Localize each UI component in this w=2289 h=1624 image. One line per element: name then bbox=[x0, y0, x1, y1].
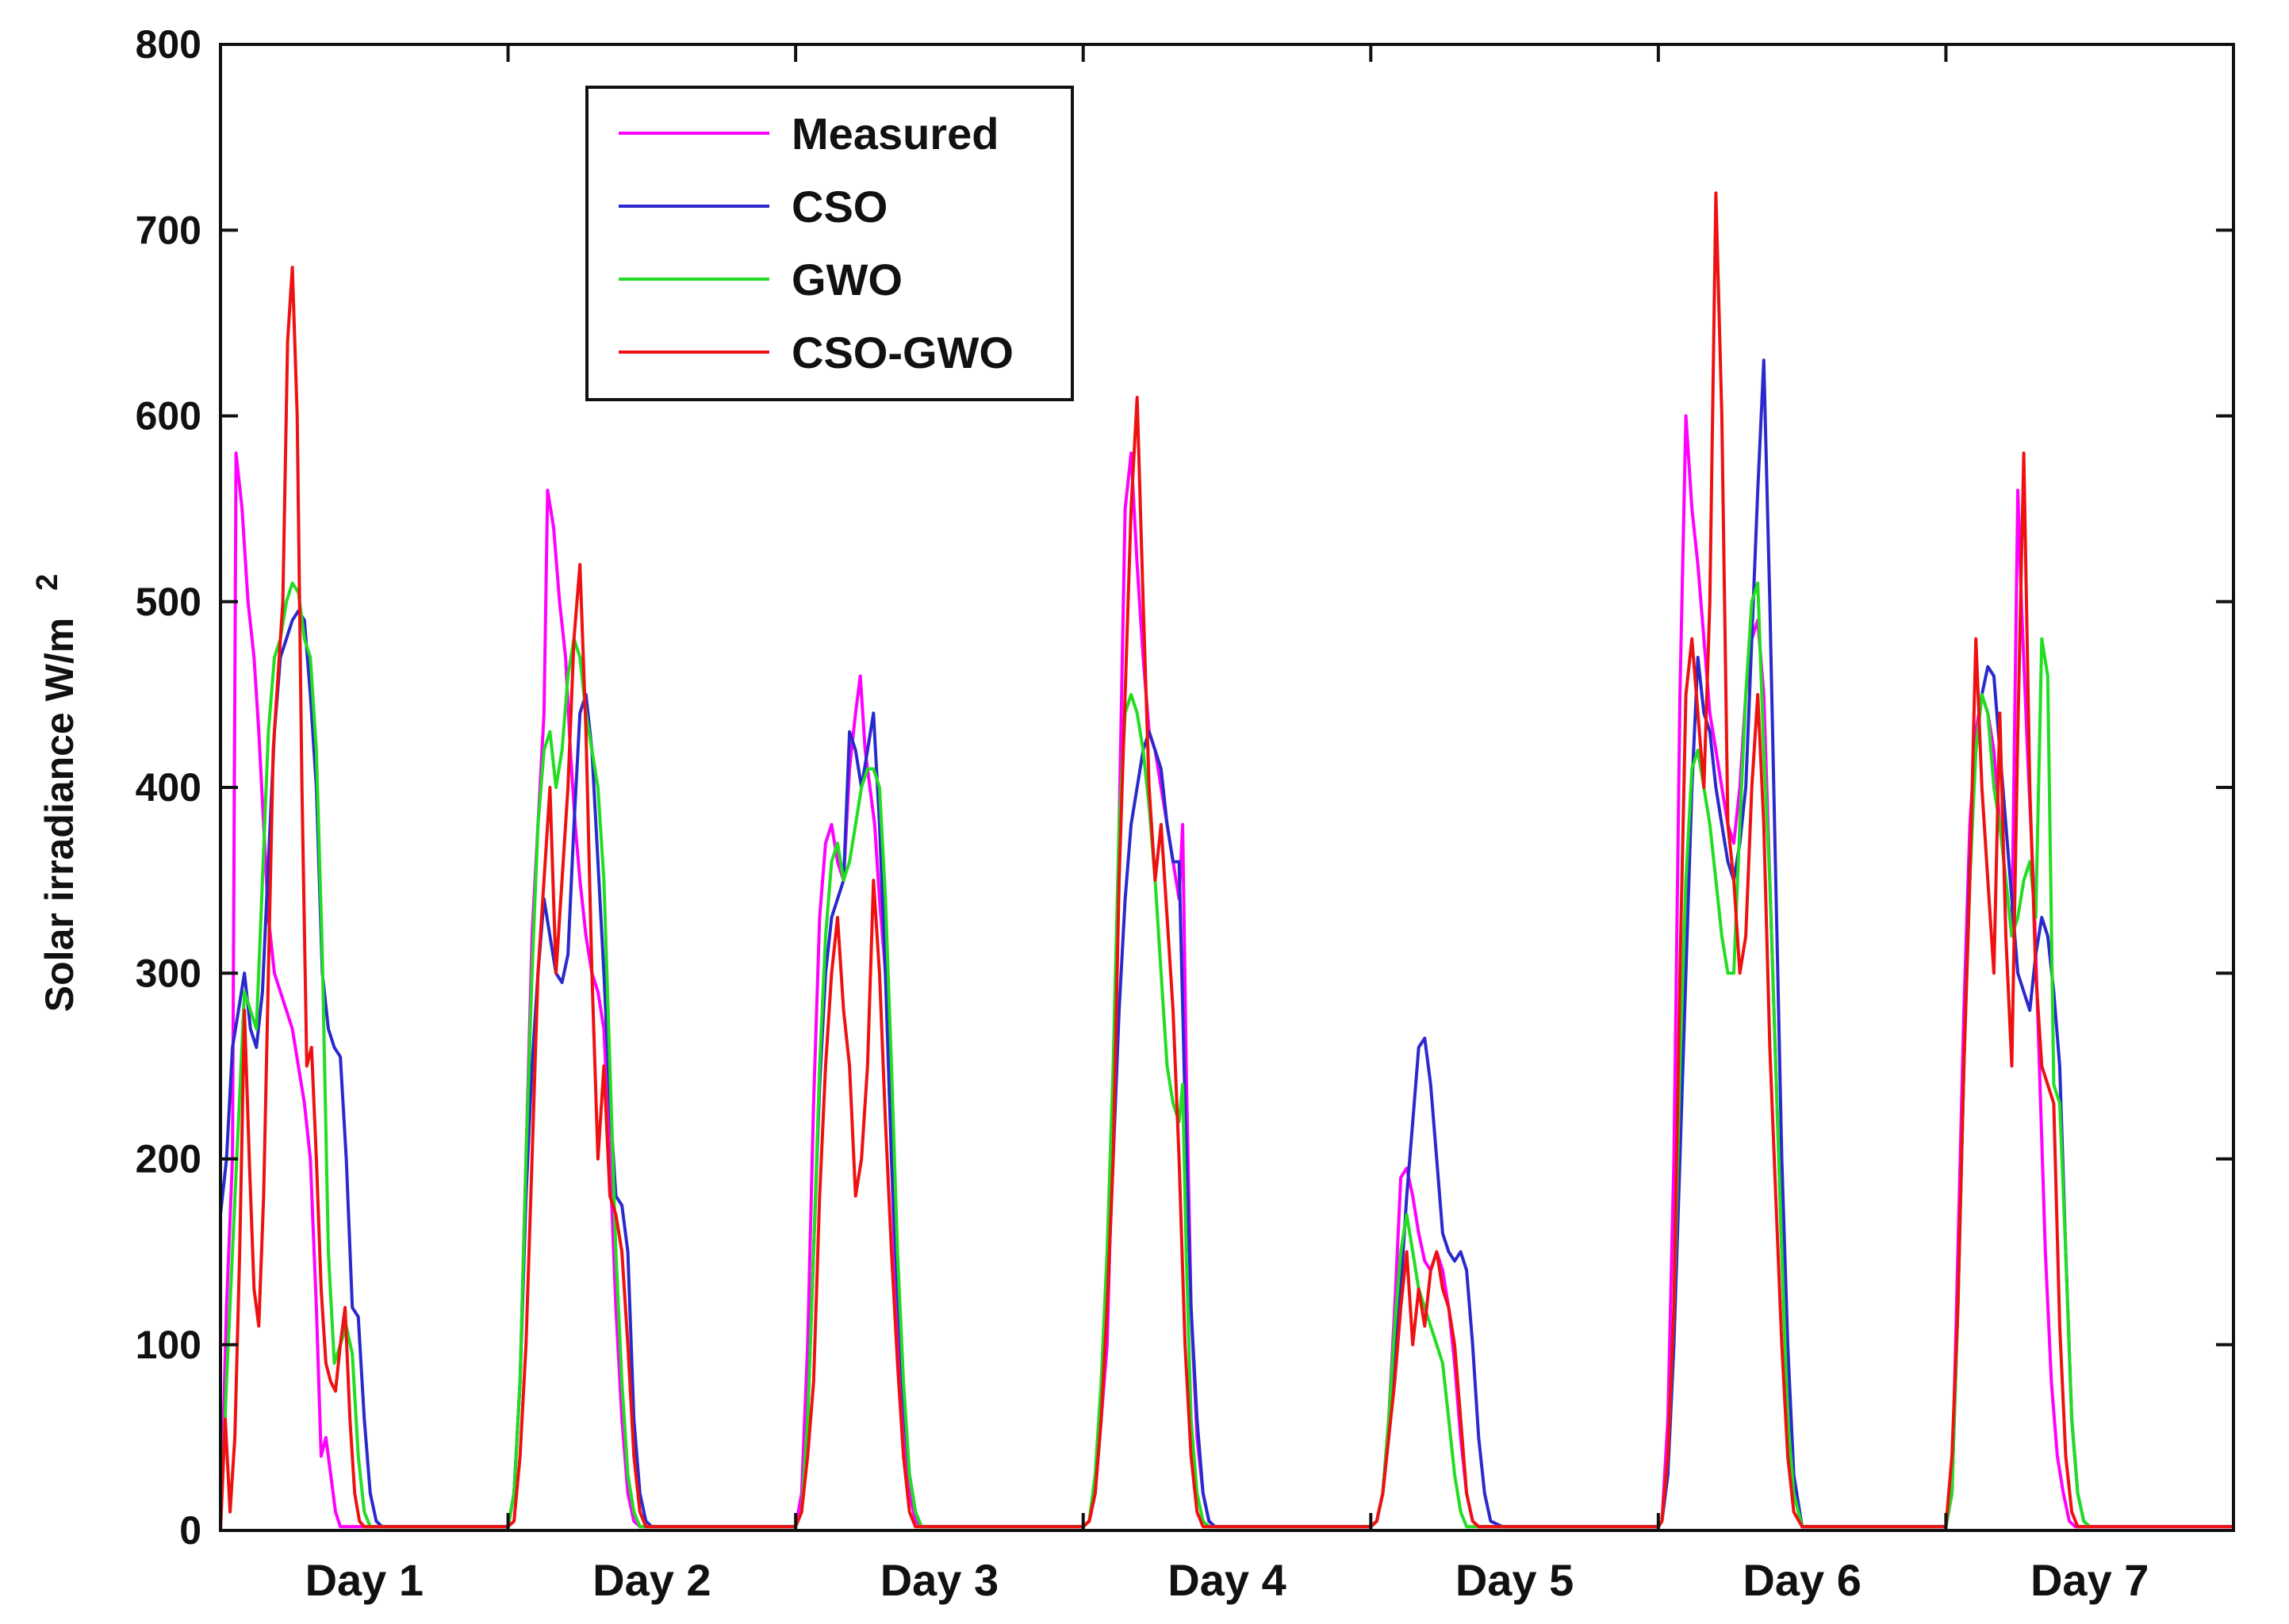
y-axis-title: Solar irradiance W/m 2 bbox=[31, 574, 82, 1012]
series-line-measured bbox=[219, 414, 2233, 1531]
y-tick-label: 800 bbox=[136, 22, 201, 67]
y-tick-label: 200 bbox=[136, 1137, 201, 1182]
x-axis bbox=[219, 44, 2235, 1530]
y-tick-label: 600 bbox=[136, 394, 201, 439]
y-axis-title-text: Solar irradiance W/m bbox=[37, 618, 82, 1012]
day-label: Day 1 bbox=[305, 1555, 424, 1605]
y-tick-label: 100 bbox=[136, 1323, 201, 1367]
y-tick-label: 400 bbox=[136, 765, 201, 810]
series-line-cso bbox=[219, 358, 2092, 1529]
legend: Measured CSO GWO CSO-GWO bbox=[585, 86, 1074, 401]
series-line-gwo bbox=[219, 581, 2092, 1531]
y-tick-label: 500 bbox=[136, 580, 201, 624]
day-label: Day 7 bbox=[2030, 1555, 2149, 1605]
legend-label-cso: CSO bbox=[792, 182, 888, 232]
legend-label-measured: Measured bbox=[792, 109, 999, 159]
day-label: Day 4 bbox=[1168, 1555, 1286, 1605]
series-layer bbox=[219, 191, 2233, 1531]
y-axis: 0 100 200 300 400 500 600 700 800 bbox=[136, 22, 2233, 1553]
legend-box bbox=[585, 86, 1074, 401]
day-label: Day 2 bbox=[592, 1555, 711, 1605]
day-label: Day 5 bbox=[1455, 1555, 1574, 1605]
y-axis-title-superscript: 2 bbox=[31, 574, 64, 591]
legend-label-gwo: GWO bbox=[792, 255, 903, 304]
day-label: Day 3 bbox=[880, 1555, 999, 1605]
day-label: Day 6 bbox=[1743, 1555, 1861, 1605]
series-line-cso-gwo bbox=[219, 191, 2233, 1531]
legend-label-cso-gwo: CSO-GWO bbox=[792, 327, 1014, 377]
y-tick-label: 0 bbox=[179, 1508, 201, 1553]
day-labels: Day 1 Day 2 Day 3 Day 4 Day 5 Day 6 Day 7 bbox=[305, 1555, 2149, 1605]
y-tick-label: 300 bbox=[136, 951, 201, 995]
y-tick-label: 700 bbox=[136, 208, 201, 252]
